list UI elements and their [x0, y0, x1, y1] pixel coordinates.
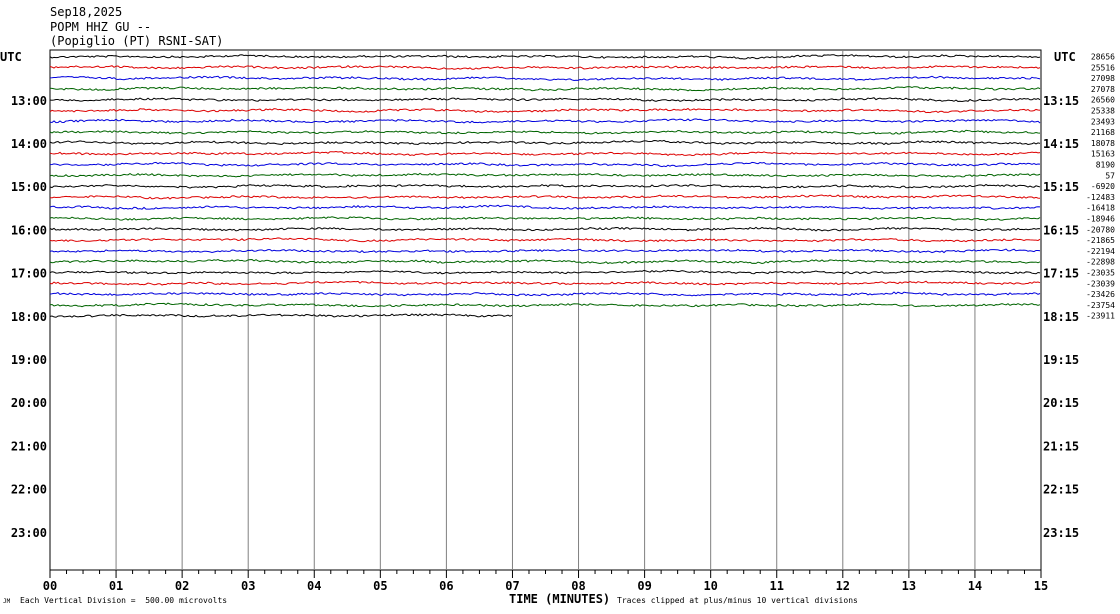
- trace-offset-label: 25516: [1091, 63, 1115, 72]
- seismic-trace: [49, 204, 1041, 210]
- trace-offset-label: 26560: [1091, 96, 1115, 105]
- vertical-division-note: Each Vertical Division = 500.00 microvol…: [20, 596, 228, 605]
- hour-label-right: 21:15: [1043, 439, 1079, 453]
- hour-label-left: 17:00: [11, 267, 47, 281]
- seismic-trace: [49, 258, 1041, 265]
- utc-label-left: UTC: [0, 50, 22, 64]
- hour-label-left: 22:00: [11, 483, 47, 497]
- seismic-trace: [49, 237, 1041, 243]
- x-tick-label: 06: [439, 579, 453, 593]
- hour-label-left: 13:00: [11, 94, 47, 108]
- seismic-trace: [49, 226, 1041, 232]
- seismic-trace: [49, 172, 1041, 178]
- seismic-trace: [49, 107, 1041, 114]
- trace-offset-label: -23035: [1086, 269, 1115, 278]
- trace-offset-label: -18946: [1086, 215, 1115, 224]
- seismic-trace: [49, 151, 1041, 157]
- x-tick-label: 08: [571, 579, 585, 593]
- hour-label-right: 19:15: [1043, 353, 1079, 367]
- seismic-trace: [49, 280, 1041, 286]
- hour-label-right: 20:15: [1043, 396, 1079, 410]
- hour-label-right: 16:15: [1043, 223, 1079, 237]
- hour-label-right: 23:15: [1043, 526, 1079, 540]
- seismic-trace: [49, 269, 1041, 275]
- seismic-trace: [49, 65, 1041, 70]
- trace-offset-label: 27098: [1091, 74, 1115, 83]
- hour-label-right: 13:15: [1043, 94, 1079, 108]
- seismic-trace: [49, 139, 1041, 146]
- plot-date: Sep18,2025: [50, 5, 123, 19]
- trace-offset-label: -23754: [1086, 301, 1115, 310]
- trace-offset-label: -6920: [1091, 182, 1115, 191]
- trace-offset-label: -22194: [1086, 247, 1115, 256]
- seismic-trace: [49, 302, 1041, 308]
- x-tick-label: 01: [109, 579, 123, 593]
- seismic-trace: [49, 291, 1041, 297]
- plot-frame: [49, 49, 1042, 571]
- trace-offset-label: 18078: [1091, 139, 1115, 148]
- seismic-trace: [49, 216, 1041, 221]
- hour-label-left: 16:00: [11, 223, 47, 237]
- x-tick-label: 09: [637, 579, 651, 593]
- trace-offset-label: 27078: [1091, 85, 1115, 94]
- hour-label-right: 22:15: [1043, 483, 1079, 497]
- station-code: POPM HHZ GU --: [50, 20, 152, 34]
- x-tick-label: 03: [241, 579, 255, 593]
- x-tick-label: 11: [770, 579, 784, 593]
- seismic-trace: [49, 194, 1041, 200]
- trace-offset-label: 23493: [1091, 117, 1115, 126]
- x-tick-label: 13: [902, 579, 916, 593]
- seismic-trace: [49, 97, 1041, 102]
- hour-label-left: 15:00: [11, 180, 47, 194]
- x-axis-title: TIME (MINUTES): [509, 592, 611, 606]
- hour-label-right: 18:15: [1043, 310, 1079, 324]
- station-location: (Popiglio (PT) RSNI-SAT): [50, 34, 224, 48]
- trace-offset-label: -12483: [1086, 193, 1115, 202]
- x-tick-label: 14: [968, 579, 982, 593]
- hour-label-left: 14:00: [11, 137, 47, 151]
- trace-offset-label: -22898: [1086, 258, 1115, 267]
- x-tick-label: 12: [836, 579, 850, 593]
- seismic-trace: [49, 86, 1041, 92]
- trace-offset-label: 8190: [1096, 161, 1115, 170]
- trace-offset-label: 28656: [1091, 53, 1115, 62]
- hour-label-left: 23:00: [11, 526, 47, 540]
- x-tick-label: 05: [373, 579, 387, 593]
- seismic-trace: [49, 248, 1041, 254]
- trace-offset-label: -23426: [1086, 290, 1115, 299]
- trace-offset-label: -20780: [1086, 225, 1115, 234]
- seismic-trace: [49, 118, 1041, 124]
- trace-offset-label: 25338: [1091, 107, 1115, 116]
- trace-offset-label: -23911: [1086, 312, 1115, 321]
- seismic-trace: [49, 75, 1041, 81]
- x-tick-label: 02: [175, 579, 189, 593]
- trace-offset-label: 15163: [1091, 150, 1115, 159]
- seismic-trace: [49, 129, 1041, 135]
- hour-label-left: 21:00: [11, 439, 47, 453]
- small-mark: JM: [3, 598, 11, 605]
- trace-offset-label: -23039: [1086, 279, 1115, 288]
- clip-note: Traces clipped at plus/minus 10 vertical…: [617, 596, 858, 605]
- hour-label-left: 20:00: [11, 396, 47, 410]
- hour-label-right: 14:15: [1043, 137, 1079, 151]
- utc-label-right: UTC: [1054, 50, 1076, 64]
- x-tick-label: 04: [307, 579, 321, 593]
- trace-offset-label: 57: [1105, 171, 1115, 180]
- x-tick-label: 07: [505, 579, 519, 593]
- trace-offset-label: -16418: [1086, 204, 1115, 213]
- hour-label-left: 18:00: [11, 310, 47, 324]
- hour-label-right: 15:15: [1043, 180, 1079, 194]
- seismic-trace: [49, 161, 1041, 168]
- x-tick-label: 10: [703, 579, 717, 593]
- hour-label-left: 19:00: [11, 353, 47, 367]
- seismic-trace: [49, 313, 513, 318]
- x-tick-label: 00: [43, 579, 57, 593]
- seismic-trace: [49, 54, 1041, 60]
- seismic-trace: [49, 183, 1041, 189]
- hour-label-right: 17:15: [1043, 267, 1079, 281]
- trace-offset-label: -21865: [1086, 236, 1115, 245]
- trace-offset-label: 21168: [1091, 128, 1115, 137]
- x-tick-label: 15: [1034, 579, 1048, 593]
